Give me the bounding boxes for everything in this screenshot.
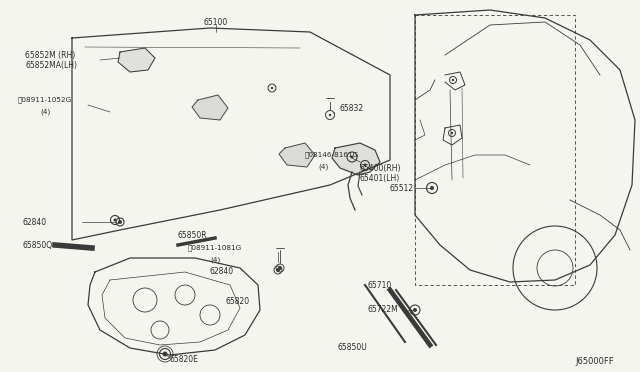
- Text: 65512: 65512: [390, 183, 414, 192]
- Text: ⓝ08911-1052G: ⓝ08911-1052G: [18, 97, 72, 103]
- Circle shape: [276, 268, 280, 272]
- Text: 65400(RH): 65400(RH): [360, 164, 401, 173]
- Text: (4): (4): [210, 257, 220, 263]
- Polygon shape: [192, 95, 228, 120]
- Circle shape: [364, 164, 367, 167]
- Circle shape: [329, 114, 332, 116]
- Text: 65100: 65100: [204, 17, 228, 26]
- Text: ⓝ08911-1081G: ⓝ08911-1081G: [188, 245, 243, 251]
- Polygon shape: [279, 143, 315, 167]
- Text: 65722M: 65722M: [368, 305, 399, 314]
- Circle shape: [452, 79, 454, 81]
- Circle shape: [278, 266, 282, 270]
- Text: 65852M (RH): 65852M (RH): [25, 51, 76, 60]
- Circle shape: [413, 308, 417, 312]
- Text: ⓝ08146-8161G: ⓝ08146-8161G: [305, 152, 359, 158]
- Text: 62840: 62840: [22, 218, 46, 227]
- Text: 65850R: 65850R: [178, 231, 207, 240]
- Text: 65820E: 65820E: [170, 356, 199, 365]
- Text: 65850Q: 65850Q: [22, 241, 52, 250]
- Text: 65820: 65820: [225, 298, 249, 307]
- Circle shape: [430, 186, 434, 190]
- Circle shape: [271, 87, 273, 89]
- Text: 65710: 65710: [368, 280, 392, 289]
- Text: 65850U: 65850U: [338, 343, 368, 353]
- Text: 62840: 62840: [210, 267, 234, 276]
- Text: 65832: 65832: [340, 103, 364, 112]
- Text: 65852MA(LH): 65852MA(LH): [25, 61, 77, 70]
- Text: 65401(LH): 65401(LH): [360, 173, 400, 183]
- Circle shape: [113, 218, 116, 221]
- Text: J65000FF: J65000FF: [575, 357, 614, 366]
- Text: (4): (4): [318, 164, 328, 170]
- Text: (4): (4): [40, 109, 51, 115]
- Polygon shape: [118, 48, 155, 72]
- Circle shape: [163, 352, 168, 356]
- Circle shape: [351, 155, 353, 158]
- Circle shape: [118, 220, 122, 224]
- Polygon shape: [332, 143, 380, 175]
- Circle shape: [451, 132, 453, 134]
